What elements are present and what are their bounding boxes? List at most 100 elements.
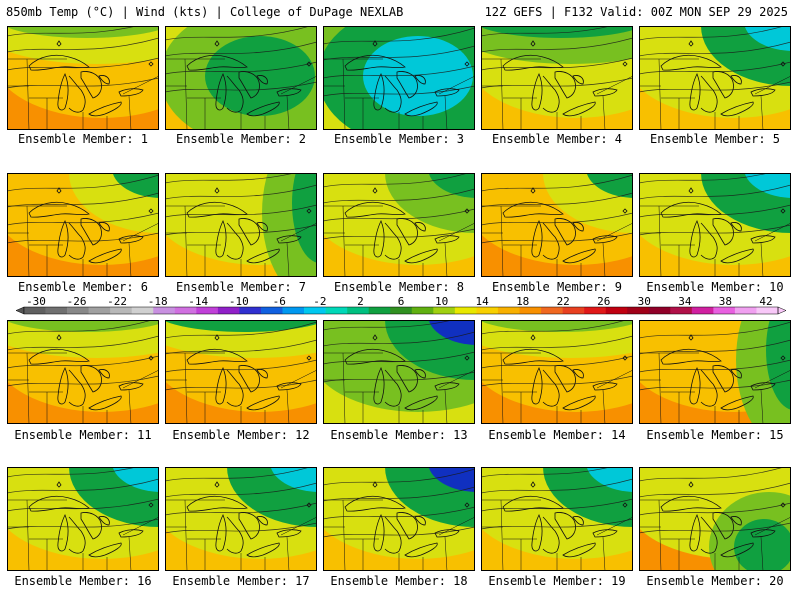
colorbar-label: 30: [638, 297, 651, 308]
small-lakes: [56, 334, 154, 361]
lake-ontario-outline: [750, 382, 776, 391]
wind-streamline: [323, 65, 475, 79]
lake-ontario-outline: [118, 382, 144, 391]
lake-superior-outline: [344, 495, 406, 512]
colorbar-swatch: [627, 307, 650, 314]
lake-superior-outline: [502, 348, 564, 365]
lake-superior-outline: [28, 54, 90, 71]
member-map-panel: [639, 467, 791, 571]
michigan-outline: [68, 75, 86, 113]
member-caption: Ensemble Member: 4: [491, 132, 623, 146]
colorbar-swatch: [713, 307, 736, 314]
temp-field-coldest: [734, 519, 791, 571]
temp-field-coldest: [363, 36, 473, 116]
panel-border: [165, 26, 317, 130]
colorbar-label: -26: [67, 297, 87, 308]
panel-border: [323, 467, 475, 571]
map-outlines: [7, 481, 159, 571]
small-lakes: [214, 334, 312, 361]
michigan-outline: [226, 222, 244, 260]
member-caption: Ensemble Member: 11: [14, 428, 152, 442]
member-caption: Ensemble Member: 5: [649, 132, 781, 146]
colorbar-swatch: [541, 307, 563, 314]
member-caption: Ensemble Member: 6: [17, 280, 149, 294]
wind-streamline: [165, 321, 317, 339]
small-lakes: [214, 40, 312, 67]
lake-erie-outline: [720, 542, 754, 558]
lake-huron-outline: [80, 365, 110, 393]
lake-michigan-outline: [215, 367, 227, 405]
member-map-panel: [481, 467, 633, 571]
small-lakes: [372, 481, 470, 508]
panel-border: [323, 320, 475, 424]
lake-ontario-outline: [276, 529, 302, 538]
wind-streamlines: [165, 173, 317, 236]
map-outlines: [639, 481, 791, 571]
state-borders: [639, 499, 791, 571]
wind-streamline: [7, 192, 159, 208]
lake-superior-outline: [186, 348, 248, 365]
colorbar-swatch: [476, 307, 499, 314]
map-outlines: [165, 334, 317, 424]
panel-border: [639, 467, 791, 571]
wind-streamline: [323, 228, 475, 240]
colorbar-outline: [23, 306, 779, 315]
lake-erie-outline: [720, 248, 754, 264]
colorbar-swatch: [174, 307, 197, 314]
colorbar-swatch: [282, 307, 305, 314]
wind-streamline: [639, 522, 791, 534]
lake-huron-outline: [396, 218, 426, 246]
wind-streamline: [7, 174, 159, 192]
lake-erie-outline: [562, 248, 596, 264]
colorbar-label: -10: [229, 297, 249, 308]
michigan-outline: [384, 222, 402, 260]
map-outlines: [639, 334, 791, 424]
colorbar-left-arrow: [15, 306, 25, 315]
colorbar-swatch: [45, 307, 68, 314]
wind-streamline: [639, 224, 791, 236]
wind-streamlines: [481, 467, 633, 530]
member-map: [481, 467, 633, 571]
temp-field-coldest: [766, 320, 791, 410]
wind-streamline: [165, 184, 317, 200]
lake-ontario-outline: [592, 88, 618, 97]
lake-huron-outline: [238, 365, 268, 393]
map-outlines: [323, 481, 475, 571]
member-map: [323, 173, 475, 277]
member-caption: Ensemble Member: 1: [17, 132, 149, 146]
lake-huron-outline: [712, 71, 742, 99]
small-lakes: [530, 481, 628, 508]
wind-streamline: [481, 355, 633, 369]
member-map: [165, 173, 317, 277]
temp-field-coldest: [205, 36, 315, 116]
map-outlines: [481, 334, 633, 424]
wind-streamline: [7, 375, 159, 387]
wind-streamline: [165, 26, 312, 41]
colorbar-swatch: [411, 307, 434, 314]
colorbar-label: -2: [313, 297, 326, 308]
lake-superior-outline: [344, 201, 406, 218]
colorbar-label: 18: [516, 297, 529, 308]
wind-streamline: [639, 204, 791, 218]
colorbar-swatch: [153, 307, 176, 314]
panel-border: [323, 26, 475, 130]
panel-border: [639, 173, 791, 277]
state-borders: [165, 499, 317, 571]
wind-streamline: [639, 502, 791, 516]
lake-ontario-outline: [592, 382, 618, 391]
member-map-panel: [7, 26, 159, 130]
map-outlines: [481, 40, 633, 130]
panel-border: [7, 467, 159, 571]
wind-streamline: [639, 359, 791, 373]
map-outlines: [165, 187, 317, 277]
member-caption: Ensemble Member: 18: [330, 574, 468, 588]
colorbar-graphic: -30 -26 -22 -18 -14 -10 -6 -2 2 6 10 14 18 22 26 30 34 38…: [15, 297, 787, 315]
lake-michigan-outline: [57, 514, 69, 552]
colorbar-swatch: [24, 307, 46, 314]
colorbar-swatch: [239, 307, 262, 314]
member-map: [639, 320, 791, 424]
lake-superior-outline: [502, 495, 564, 512]
wind-streamline: [481, 174, 633, 192]
lake-michigan-outline: [215, 220, 227, 258]
wind-streamline: [323, 85, 475, 97]
